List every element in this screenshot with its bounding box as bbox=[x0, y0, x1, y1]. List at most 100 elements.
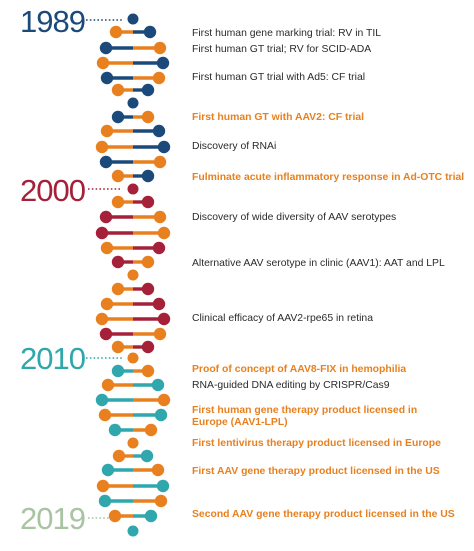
event-label: Proof of concept of AAV8-FIX in hemophil… bbox=[192, 364, 407, 375]
helix-node bbox=[154, 494, 168, 508]
event-label: Discovery of RNAi bbox=[192, 141, 277, 152]
helix-node bbox=[152, 124, 166, 138]
helix-rung bbox=[111, 110, 155, 124]
helix-node bbox=[100, 71, 114, 85]
event-label: Discovery of wide diversity of AAV serot… bbox=[192, 212, 397, 223]
helix-node bbox=[141, 169, 155, 183]
helix-rung bbox=[127, 183, 139, 195]
helix-node bbox=[141, 255, 155, 269]
helix-rung bbox=[95, 393, 171, 407]
helix-node bbox=[111, 195, 125, 209]
helix-node bbox=[156, 56, 170, 70]
helix-node bbox=[111, 169, 125, 183]
event-label: First AAV gene therapy product licensed … bbox=[192, 466, 440, 477]
helix-node bbox=[127, 183, 139, 195]
helix-node bbox=[153, 327, 167, 341]
helix-rung bbox=[109, 25, 157, 39]
helix-rung bbox=[111, 169, 155, 183]
helix-rung bbox=[99, 41, 167, 55]
helix-rung bbox=[111, 364, 155, 378]
helix-node bbox=[151, 463, 165, 477]
helix-rung bbox=[111, 255, 155, 269]
helix-rung bbox=[100, 297, 166, 311]
helix-rung bbox=[127, 437, 139, 449]
helix-node bbox=[111, 282, 125, 296]
helix-node bbox=[141, 340, 155, 354]
helix-node bbox=[154, 408, 168, 422]
year-label-2019: 2019 bbox=[20, 501, 86, 536]
helix-node bbox=[127, 437, 139, 449]
helix-node bbox=[140, 449, 154, 463]
helix-node bbox=[101, 378, 115, 392]
helix-node bbox=[100, 241, 114, 255]
helix-node bbox=[111, 340, 125, 354]
event-label: Clinical efficacy of AAV2-rpe65 in retin… bbox=[192, 313, 373, 324]
helix-rung bbox=[111, 282, 155, 296]
helix-node bbox=[98, 494, 112, 508]
helix-node bbox=[141, 110, 155, 124]
helix-rung bbox=[127, 352, 139, 364]
helix-node bbox=[152, 71, 166, 85]
helix-rung bbox=[99, 155, 167, 169]
helix-rung bbox=[95, 140, 171, 154]
helix-rung bbox=[112, 449, 154, 463]
helix-rung bbox=[127, 13, 139, 25]
helix-rung bbox=[98, 408, 168, 422]
helix-node bbox=[152, 241, 166, 255]
helix-node bbox=[98, 408, 112, 422]
helix-rung bbox=[100, 71, 166, 85]
helix-node bbox=[153, 210, 167, 224]
helix-rung bbox=[100, 124, 166, 138]
helix-node bbox=[143, 25, 157, 39]
helix-node bbox=[157, 393, 171, 407]
event-label: RNA-guided DNA editing by CRISPR/Cas9 bbox=[192, 380, 390, 391]
helix-node bbox=[95, 140, 109, 154]
helix-node bbox=[127, 97, 139, 109]
helix-node bbox=[99, 41, 113, 55]
year-label-1989: 1989 bbox=[20, 4, 86, 39]
helix-node bbox=[127, 352, 139, 364]
helix-node bbox=[157, 312, 171, 326]
helix-node bbox=[153, 155, 167, 169]
helix-node bbox=[96, 56, 110, 70]
event-label: Alternative AAV serotype in clinic (AAV1… bbox=[192, 258, 445, 269]
helix-rung bbox=[99, 327, 167, 341]
helix-rung bbox=[96, 56, 170, 70]
helix-rung bbox=[99, 210, 167, 224]
helix-rung bbox=[96, 479, 170, 493]
helix-node bbox=[100, 124, 114, 138]
helix-node bbox=[95, 312, 109, 326]
helix-node bbox=[99, 155, 113, 169]
year-label-2000: 2000 bbox=[20, 173, 86, 208]
helix-rung bbox=[111, 340, 155, 354]
helix-rung bbox=[95, 226, 171, 240]
helix-rung bbox=[98, 494, 168, 508]
helix-rung bbox=[108, 509, 158, 523]
event-label: First human gene marking trial: RV in TI… bbox=[192, 28, 382, 39]
helix-node bbox=[99, 327, 113, 341]
helix-node bbox=[127, 269, 139, 281]
helix-node bbox=[151, 378, 165, 392]
helix-rung bbox=[127, 525, 139, 537]
event-label: First human GT with AAV2: CF trial bbox=[192, 112, 365, 123]
helix-node bbox=[156, 479, 170, 493]
helix-node bbox=[141, 195, 155, 209]
helix-rung bbox=[127, 269, 139, 281]
helix-node bbox=[127, 13, 139, 25]
helix-rung bbox=[100, 241, 166, 255]
helix-node bbox=[141, 282, 155, 296]
helix-rung bbox=[127, 97, 139, 109]
helix-node bbox=[152, 297, 166, 311]
helix-rung bbox=[111, 195, 155, 209]
helix-node bbox=[101, 463, 115, 477]
helix-node bbox=[111, 255, 125, 269]
helix-node bbox=[95, 393, 109, 407]
helix-node bbox=[127, 525, 139, 537]
helix-node bbox=[141, 83, 155, 97]
helix-node bbox=[108, 423, 122, 437]
helix-node bbox=[111, 364, 125, 378]
helix-node bbox=[109, 25, 123, 39]
helix-node bbox=[108, 509, 122, 523]
